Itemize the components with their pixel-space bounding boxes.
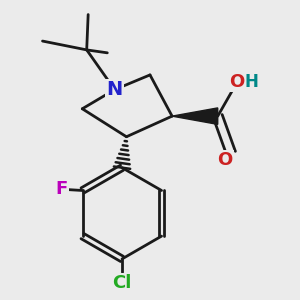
Text: H: H (244, 73, 259, 91)
Text: N: N (106, 80, 123, 99)
Polygon shape (172, 108, 218, 124)
Text: Cl: Cl (112, 274, 132, 292)
Text: O: O (229, 73, 244, 91)
Text: O: O (218, 151, 233, 169)
Text: F: F (56, 180, 68, 198)
